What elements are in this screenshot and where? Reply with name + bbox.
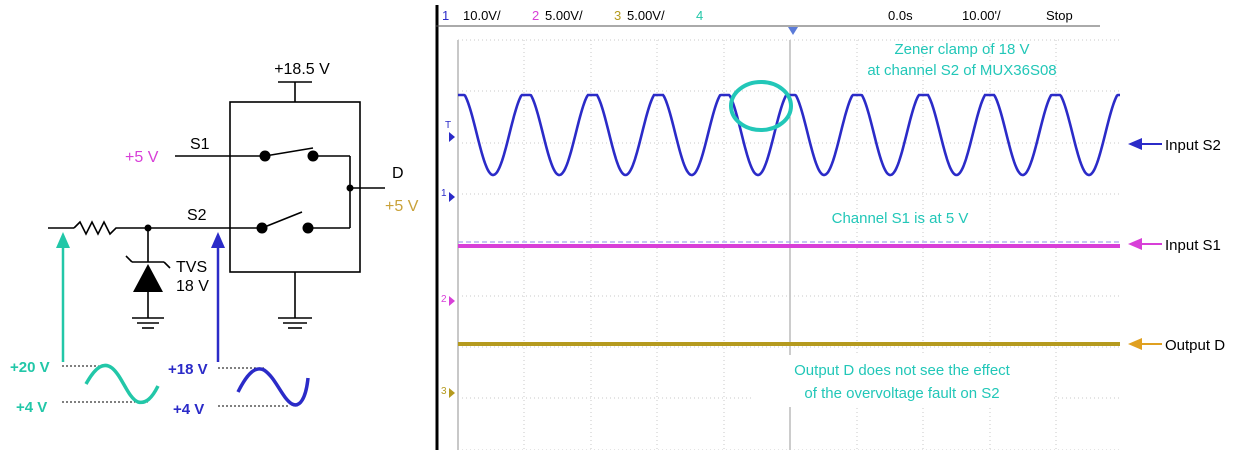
- time-offset: 0.0s: [888, 8, 913, 23]
- s1-contact-a: [259, 150, 271, 162]
- d-output-voltage: +5 V: [385, 198, 419, 215]
- tvs-bar-left: [125, 255, 133, 263]
- trigger-level-marker: [449, 132, 455, 142]
- ch3-marker-label: 3: [441, 386, 447, 397]
- circuit-schematic: [48, 81, 385, 329]
- ch2-marker-label: 2: [441, 294, 447, 305]
- ch1-scale: 10.0V/: [463, 8, 501, 23]
- resistor: [73, 220, 148, 236]
- d-annotation-background: [752, 355, 1052, 407]
- mux-box: [229, 101, 361, 273]
- s1-input-voltage: +5 V: [125, 149, 159, 166]
- s2-contact-a: [256, 222, 268, 234]
- source-sine: [84, 363, 160, 405]
- source-arrow-icon: [56, 232, 70, 248]
- s2-switch-blade: [261, 211, 303, 229]
- source-high-label: +20 V: [10, 359, 50, 376]
- s1-label: S1: [190, 136, 210, 153]
- ch3-number: 3: [614, 8, 621, 23]
- d-annotation-line2: of the overvoltage fault on S2: [804, 385, 999, 402]
- s2-contact-b: [302, 222, 314, 234]
- s2-label: S2: [187, 207, 207, 224]
- d-junction: [346, 184, 354, 192]
- ch3-scale: 5.00V/: [627, 8, 665, 23]
- s2-sine: [236, 367, 310, 407]
- source-low-label: +4 V: [16, 399, 47, 416]
- zener-annotation-line1: Zener clamp of 18 V: [894, 41, 1029, 58]
- s1-annotation: Channel S1 is at 5 V: [832, 210, 969, 227]
- output-d-arrow-icon: [1128, 338, 1142, 350]
- s1-switch-blade: [264, 147, 314, 157]
- ch2-marker: [449, 296, 455, 306]
- ch1-number: 1: [442, 8, 449, 23]
- ch2-scale: 5.00V/: [545, 8, 583, 23]
- tvs-junction: [144, 224, 152, 232]
- input-s1-label: Input S1: [1165, 237, 1221, 254]
- s2-low-label: +4 V: [173, 401, 204, 418]
- tvs-bar-right: [163, 261, 171, 269]
- scope-header: 1 10.0V/ 2 5.00V/ 3 5.00V/ 4 0.0s 10.00'…: [442, 8, 1073, 23]
- ch1-marker: [449, 192, 455, 202]
- ch1-marker-label: 1: [441, 188, 447, 199]
- ch4-number: 4: [696, 8, 703, 23]
- input-s2-arrow-icon: [1128, 138, 1142, 150]
- time-per-div: 10.00'/: [962, 8, 1001, 23]
- zener-annotation-line2: at channel S2 of MUX36S08: [867, 62, 1056, 79]
- s2-high-label: +18 V: [168, 361, 208, 378]
- supply-label: +18.5 V: [274, 61, 330, 78]
- d-label: D: [392, 165, 404, 182]
- s2-arrow-icon: [211, 232, 225, 248]
- tvs-label: TVS: [176, 259, 207, 276]
- ch3-marker: [449, 388, 455, 398]
- output-d-label: Output D: [1165, 337, 1225, 354]
- zener-clamp-highlight: [729, 80, 793, 132]
- s1-contact-b: [307, 150, 319, 162]
- ch2-number: 2: [532, 8, 539, 23]
- input-s2-label: Input S2: [1165, 137, 1221, 154]
- input-s1-arrow-icon: [1128, 238, 1142, 250]
- tvs-voltage-label: 18 V: [176, 278, 209, 295]
- tvs-diode-icon: [133, 264, 163, 292]
- trigger-marker-label: T: [445, 120, 451, 131]
- d-annotation-line1: Output D does not see the effect: [794, 362, 1011, 379]
- acquisition-status: Stop: [1046, 8, 1073, 23]
- trigger-position-icon: [788, 27, 798, 35]
